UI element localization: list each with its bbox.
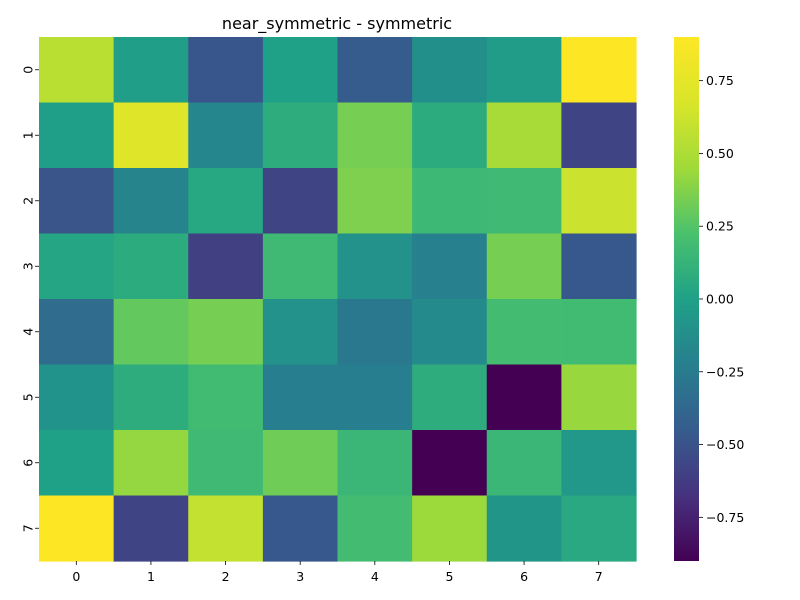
heatmap-cell [486,495,562,562]
y-tick-label: 2 [21,197,36,205]
colorbar-tick-label: −0.75 [706,510,744,525]
heatmap-cell [113,299,189,366]
heatmap-cell [262,168,339,235]
heatmap-cell [39,37,115,104]
heatmap-cell [113,430,189,497]
heatmap-cell [188,364,264,431]
heatmap-cell [337,102,413,169]
y-axis: 0 1 2 3 4 5 6 7 [21,66,39,532]
heatmap-cell [337,495,413,562]
heatmap-cells [39,37,637,562]
heatmap-cell [39,430,115,497]
heatmap-cell [486,168,562,235]
x-axis: 0 1 2 3 4 5 6 7 [72,561,603,584]
heatmap-cell [337,37,413,104]
x-tick-label: 7 [595,569,603,584]
y-tick-label: 0 [21,66,36,74]
heatmap-cell [188,299,264,366]
heatmap-cell [262,430,339,497]
heatmap-cell [113,102,189,169]
chart-title: near_symmetric - symmetric [222,14,452,34]
x-tick-label: 1 [147,569,155,584]
heatmap-cell [39,299,115,366]
heatmap-cell [113,168,189,235]
heatmap-cell [337,364,413,431]
colorbar-tick-label: 0.25 [706,219,734,234]
x-tick-label: 0 [72,569,80,584]
colorbar-tick-label: 0.00 [706,292,734,307]
x-tick-label: 5 [445,569,453,584]
heatmap-cell [113,364,189,431]
colorbar-gradient [674,37,699,561]
heatmap-cell [412,37,488,104]
heatmap-cell [262,364,339,431]
heatmap-cell [486,299,562,366]
y-tick-label: 5 [21,393,36,401]
y-tick-label: 6 [21,459,36,467]
heatmap-cell [337,430,413,497]
heatmap-cell [486,430,562,497]
heatmap-cell [561,102,637,169]
colorbar-tick-label: 0.75 [706,73,734,88]
heatmap-cell [561,37,637,104]
heatmap-cell [188,37,264,104]
colorbar-ticks: 0.75 0.50 0.25 0.00 −0.25 −0.50 −0.75 [699,73,744,525]
y-tick-label: 7 [21,524,36,532]
heatmap-cell [486,37,562,104]
heatmap-cell [262,102,339,169]
heatmap-cell [262,299,339,366]
heatmap-cell [113,495,189,562]
heatmap-cell [412,430,488,497]
heatmap-cell [262,495,339,562]
heatmap-cell [262,233,339,300]
y-tick-label: 4 [21,328,36,336]
heatmap-cell [412,495,488,562]
heatmap-cell [188,102,264,169]
heatmap-cell [561,299,637,366]
heatmap-cell [412,299,488,366]
heatmap-cell [337,233,413,300]
y-tick-label: 3 [21,262,36,270]
heatmap-cell [262,37,339,104]
heatmap-cell [39,102,115,169]
heatmap-cell [113,37,189,104]
colorbar-tick-label: 0.50 [706,146,734,161]
heatmap-cell [113,233,189,300]
x-tick-label: 4 [371,569,379,584]
heatmap-cell [486,102,562,169]
heatmap-cell [561,430,637,497]
heatmap-cell [39,168,115,235]
heatmap-cell [188,233,264,300]
heatmap-cell [188,168,264,235]
colorbar: 0.75 0.50 0.25 0.00 −0.25 −0.50 −0.75 [674,37,744,561]
heatmap-cell [412,364,488,431]
heatmap-cell [486,364,562,431]
heatmap-cell [39,495,115,562]
heatmap-cell [561,495,637,562]
y-tick-label: 1 [21,131,36,139]
x-tick-label: 2 [222,569,230,584]
colorbar-tick-label: −0.50 [706,437,744,452]
heatmap-cell [561,233,637,300]
x-tick-label: 6 [520,569,528,584]
heatmap-cell [188,430,264,497]
heatmap-cell [337,168,413,235]
heatmap-cell [412,233,488,300]
heatmap-cell [39,364,115,431]
heatmap-cell [337,299,413,366]
heatmap-cell [561,168,637,235]
heatmap-cell [188,495,264,562]
x-tick-label: 3 [296,569,304,584]
heatmap-cell [486,233,562,300]
heatmap-cell [412,102,488,169]
heatmap-cell [561,364,637,431]
colorbar-tick-label: −0.25 [706,364,744,379]
heatmap-cell [412,168,488,235]
heatmap-cell [39,233,115,300]
